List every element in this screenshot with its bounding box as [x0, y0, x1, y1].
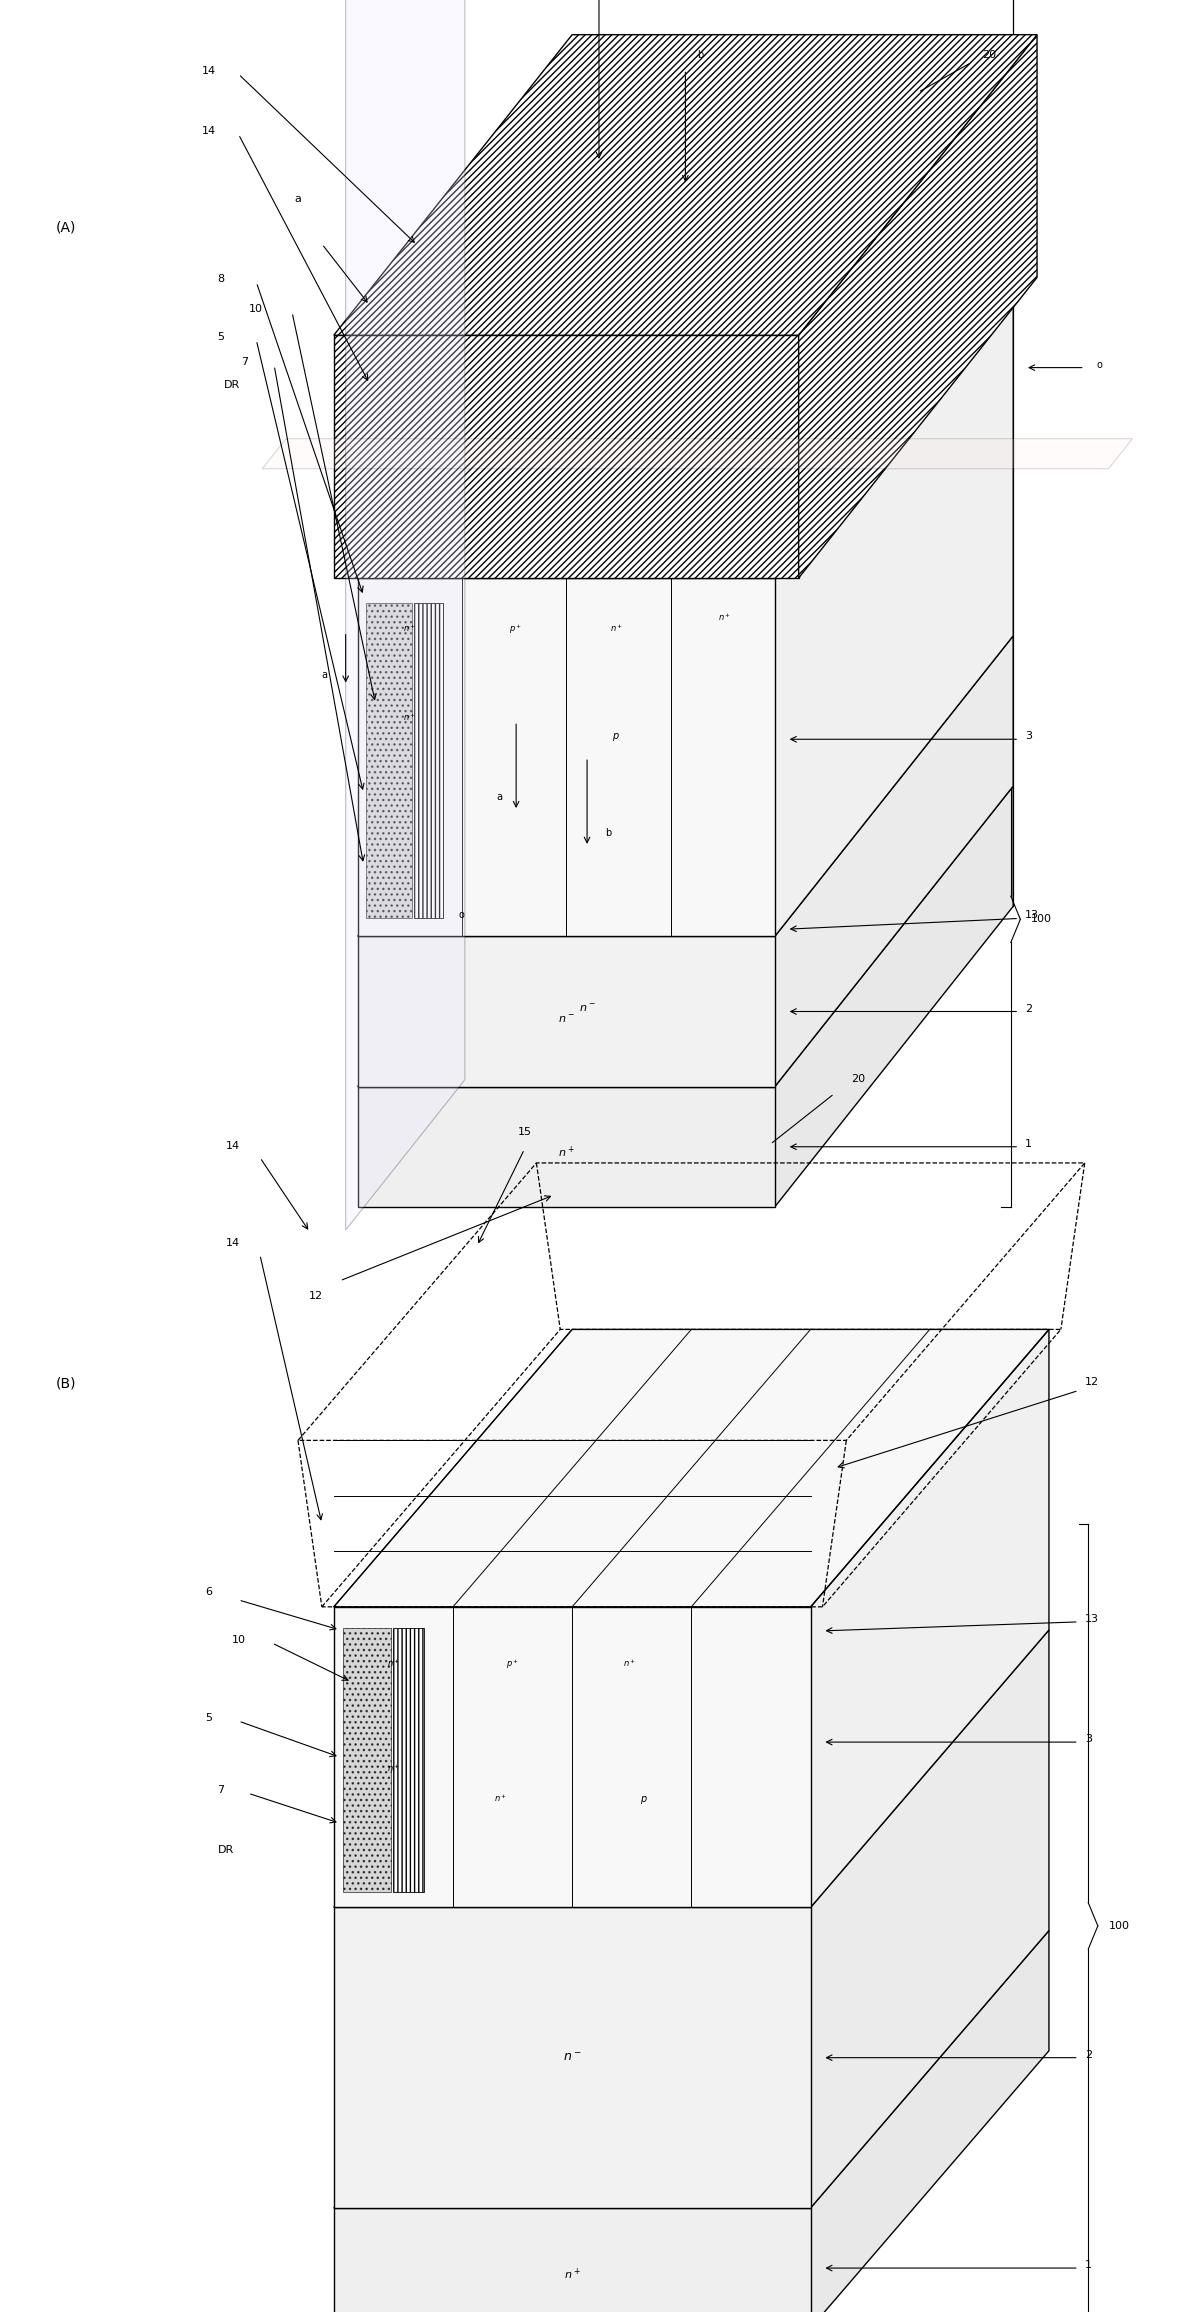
Text: DR: DR [218, 1845, 235, 1854]
Text: $n^+$: $n^+$ [386, 1658, 401, 1669]
Polygon shape [393, 1628, 424, 1891]
Text: 13: 13 [1025, 911, 1039, 920]
Text: $p$: $p$ [640, 1794, 647, 1806]
Polygon shape [334, 1907, 811, 2208]
Polygon shape [775, 636, 1013, 1087]
Polygon shape [334, 35, 1037, 335]
Text: (A): (A) [55, 220, 76, 234]
Text: a: a [496, 793, 503, 802]
Polygon shape [358, 578, 775, 936]
Text: 8: 8 [217, 275, 224, 284]
Text: $n^+$: $n^+$ [386, 1762, 401, 1773]
Text: $p^+$: $p^+$ [505, 1658, 520, 1672]
Text: 100: 100 [1109, 1921, 1130, 1931]
Text: 12: 12 [1085, 1378, 1099, 1387]
Text: 1: 1 [1085, 2261, 1092, 2270]
Text: 2: 2 [1085, 2051, 1092, 2060]
Polygon shape [414, 603, 443, 918]
Polygon shape [334, 1931, 1049, 2208]
Text: o: o [459, 911, 465, 920]
Text: 12: 12 [309, 1292, 323, 1302]
Text: 7: 7 [217, 1785, 224, 1794]
Polygon shape [811, 1630, 1049, 2208]
Text: $n^+$: $n^+$ [622, 1658, 637, 1669]
Polygon shape [358, 1087, 775, 1207]
Text: 10: 10 [249, 305, 263, 314]
Polygon shape [334, 1630, 1049, 1907]
Text: 3: 3 [1085, 1734, 1092, 1743]
Text: 14: 14 [225, 1142, 240, 1151]
Polygon shape [811, 1931, 1049, 2312]
Polygon shape [366, 603, 412, 918]
Text: $n^+$: $n^+$ [564, 2266, 581, 2282]
Text: 1: 1 [1025, 1140, 1032, 1149]
Text: $n^+$: $n^+$ [609, 622, 623, 633]
Polygon shape [262, 439, 1132, 469]
Text: 10: 10 [231, 1635, 246, 1644]
Text: a: a [294, 194, 302, 203]
Text: b: b [697, 51, 703, 60]
Text: $n^+$: $n^+$ [718, 610, 732, 622]
Text: a: a [322, 670, 328, 680]
Polygon shape [775, 786, 1013, 1207]
Polygon shape [775, 277, 1013, 936]
Text: DR: DR [224, 381, 241, 391]
Text: 20: 20 [851, 1075, 865, 1084]
Text: 6: 6 [205, 1588, 212, 1598]
Polygon shape [343, 1628, 391, 1891]
Text: $n^-$: $n^-$ [563, 2051, 582, 2065]
Text: $n^+$: $n^+$ [403, 712, 416, 724]
Polygon shape [346, 0, 465, 1230]
Polygon shape [358, 636, 1013, 936]
Polygon shape [334, 335, 799, 578]
Text: 14: 14 [201, 127, 216, 136]
Text: 5: 5 [217, 333, 224, 342]
Text: $n^+$: $n^+$ [558, 1144, 575, 1161]
Polygon shape [799, 35, 1037, 578]
Polygon shape [811, 1329, 1049, 1907]
Polygon shape [358, 277, 1013, 578]
Polygon shape [334, 1607, 811, 1907]
Text: $n^-$: $n^-$ [558, 1013, 575, 1024]
Text: 13: 13 [1085, 1614, 1099, 1623]
Text: 14: 14 [225, 1239, 240, 1248]
Text: 14: 14 [201, 67, 216, 76]
Text: $n^-$: $n^-$ [579, 1003, 595, 1013]
Text: 7: 7 [241, 358, 248, 368]
Text: $n^+$: $n^+$ [493, 1792, 508, 1803]
Text: 5: 5 [205, 1713, 212, 1722]
Text: 15: 15 [517, 1128, 532, 1138]
Polygon shape [334, 2208, 811, 2312]
Text: 100: 100 [1031, 913, 1053, 925]
Polygon shape [358, 936, 775, 1087]
Polygon shape [334, 1329, 1049, 1607]
Polygon shape [358, 786, 1013, 1087]
Text: $p^+$: $p^+$ [509, 622, 523, 636]
Text: (B): (B) [55, 1376, 76, 1390]
Text: 20: 20 [982, 51, 997, 60]
Text: $p$: $p$ [613, 731, 620, 742]
Text: b: b [604, 828, 611, 837]
Text: o: o [1097, 361, 1103, 370]
Text: 2: 2 [1025, 1003, 1032, 1013]
Text: 3: 3 [1025, 731, 1032, 742]
Text: $n^+$: $n^+$ [403, 622, 416, 633]
